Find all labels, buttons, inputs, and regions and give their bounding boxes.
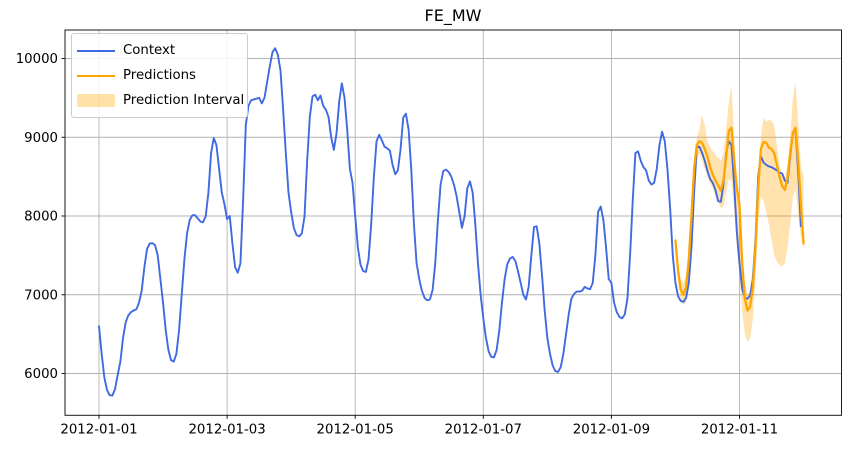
legend: Context Predictions Prediction Interval <box>71 33 248 118</box>
interval-patch-swatch <box>77 94 115 107</box>
x-tick-label: 2012-01-07 <box>445 422 522 437</box>
y-tick-label: 10000 <box>16 52 58 67</box>
legend-item-predictions: Predictions <box>77 68 241 83</box>
y-tick-label: 7000 <box>24 288 58 303</box>
x-tick-label: 2012-01-09 <box>573 422 650 437</box>
context-line <box>98 47 802 397</box>
x-tick-label: 2012-01-11 <box>701 422 778 437</box>
y-tick-label: 9000 <box>24 131 58 146</box>
plot-spines <box>64 29 842 416</box>
y-tick-label: 8000 <box>24 210 58 225</box>
legend-item-interval: Prediction Interval <box>77 93 245 108</box>
legend-label-interval: Prediction Interval <box>123 93 245 108</box>
y-tick-label: 6000 <box>24 367 58 382</box>
legend-label-predictions: Predictions <box>123 68 196 83</box>
context-line-swatch <box>77 49 115 52</box>
x-tick-label: 2012-01-01 <box>60 422 137 437</box>
predictions-line <box>674 126 805 312</box>
x-tick-label: 2012-01-03 <box>188 422 265 437</box>
predictions-line-swatch <box>77 74 115 77</box>
legend-label-context: Context <box>123 43 176 58</box>
legend-item-context: Context <box>77 43 241 58</box>
x-tick-label: 2012-01-05 <box>317 422 394 437</box>
chart-title: FE_MW <box>424 6 482 25</box>
